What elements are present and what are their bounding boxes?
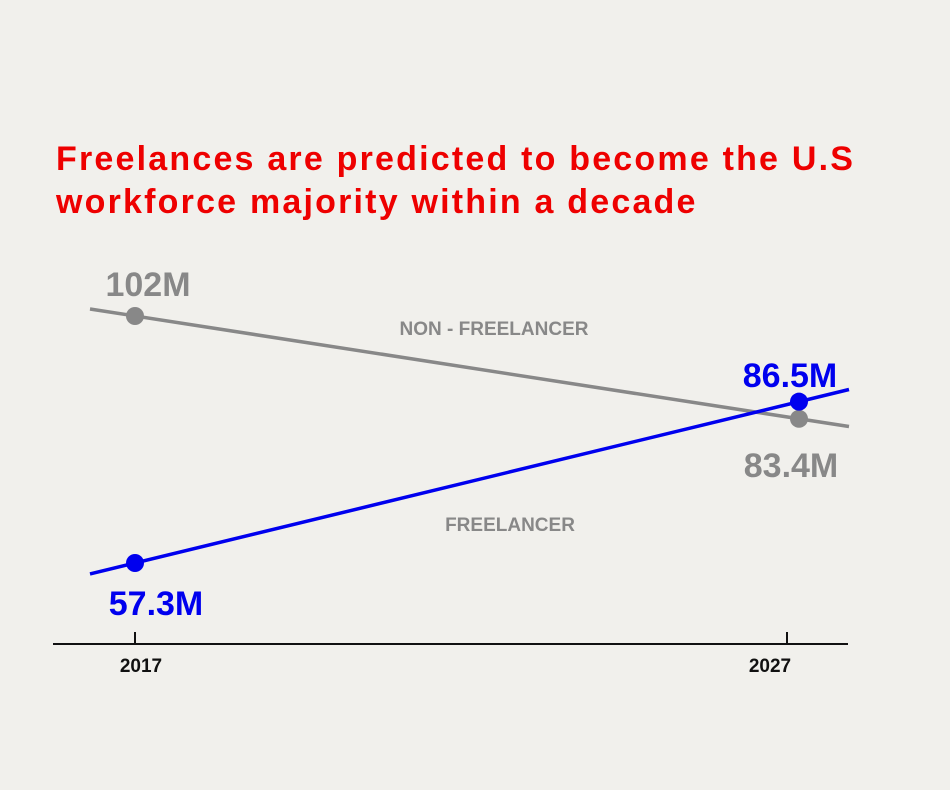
freelancer-point-2027 <box>790 392 808 411</box>
non-freelancer-value-2027: 83.4M <box>744 447 839 485</box>
freelancer-point-2017 <box>126 554 144 572</box>
freelancer-series-label: FREELANCER <box>445 515 575 536</box>
series-freelancer: 57.3M 86.5M FREELANCER <box>89 357 850 623</box>
freelancer-value-2027: 86.5M <box>743 357 838 395</box>
non-freelancer-point-2017 <box>126 307 144 325</box>
freelancer-line <box>89 387 850 576</box>
non-freelancer-point-2027 <box>790 409 808 428</box>
x-tick-label-2027: 2027 <box>749 656 791 677</box>
series-non-freelancer: 102M 83.4M NON - FREELANCER <box>89 266 850 485</box>
x-axis: 2017 2027 <box>53 632 848 677</box>
chart-title: Freelances are predicted to become the U… <box>56 140 856 221</box>
non-freelancer-value-2017: 102M <box>105 266 190 304</box>
non-freelancer-line <box>89 307 850 429</box>
x-tick-label-2017: 2017 <box>120 656 162 677</box>
non-freelancer-series-label: NON - FREELANCER <box>400 319 589 340</box>
freelancer-value-2017: 57.3M <box>109 585 204 623</box>
